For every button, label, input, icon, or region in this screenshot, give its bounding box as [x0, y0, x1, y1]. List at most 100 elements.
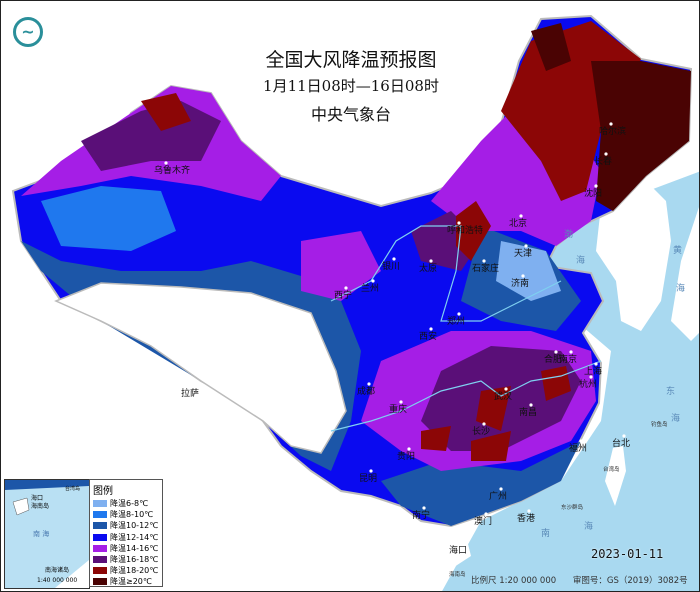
legend: 图例 降温6-8℃ 降温8-10℃ 降温10-12℃ 降温12-14℃ 降温14-16℃… [89, 479, 163, 587]
cooling-18-20 [421, 426, 451, 451]
city-labels: 乌鲁木齐拉萨西宁兰州银川呼和浩特北京天津石家庄太原济南郑州西安成都重庆贵阳昆明南… [154, 122, 630, 556]
city-label: 南宁 [412, 509, 430, 521]
korea-land [596, 176, 671, 331]
city-label: 南昌 [519, 406, 537, 418]
city-label: 广州 [489, 490, 507, 502]
city-label: 成都 [357, 385, 375, 397]
city-label: 乌鲁木齐 [154, 164, 190, 176]
legend-label: 降温12-14℃ [110, 532, 159, 542]
city-dot [344, 286, 348, 290]
city-label: 武汉 [494, 390, 512, 402]
city-dot [482, 422, 486, 426]
city-dot [191, 384, 195, 388]
legend-label: 降温6-8℃ [110, 499, 149, 509]
city-dot [459, 541, 463, 545]
legend-item: 降温14-16℃ [93, 543, 159, 554]
sea-label: 海 [584, 520, 593, 532]
city-label: 长沙 [472, 425, 490, 437]
city-label: 拉萨 [181, 387, 199, 399]
city-label: 天津 [514, 248, 532, 259]
legend-item: 降温6-8℃ [93, 498, 159, 509]
island-label: 海南岛 [449, 570, 466, 578]
approval-number: 审图号：GS（2019）3082号 [572, 576, 688, 586]
legend-swatch [93, 556, 107, 564]
island-label: 台湾岛 [603, 465, 620, 473]
city-dot [499, 487, 503, 491]
inset-city: 海口 [31, 494, 43, 502]
taiwan-island [605, 446, 626, 506]
island-label: 钓鱼岛 [651, 420, 668, 428]
city-label: 兰州 [361, 282, 379, 294]
cooling-10-12 [381, 441, 581, 526]
city-dot [524, 244, 528, 248]
legend-swatch [93, 578, 107, 586]
cooling-20-plus [531, 23, 571, 71]
cooling-18-20 [471, 431, 511, 461]
no-cooling-area [54, 282, 347, 454]
city-dot [457, 221, 461, 225]
city-label: 郑州 [447, 315, 465, 327]
sea-label: 黄 [673, 244, 682, 256]
city-dot [399, 400, 403, 404]
city-label: 太原 [419, 262, 437, 274]
city-label: 贵阳 [397, 450, 415, 462]
city-dot [519, 214, 523, 218]
city-dot [457, 312, 461, 316]
legend-swatch [93, 500, 107, 508]
issue-date: 2023-01-11 [591, 547, 664, 561]
cooling-14-16 [301, 231, 381, 301]
cooling-20-plus [591, 61, 691, 211]
island-label: 东沙群岛 [561, 503, 584, 511]
city-label: 上海 [584, 365, 602, 377]
city-dot [392, 257, 396, 261]
sea-label: 南 [541, 527, 550, 539]
legend-item: 降温16-18℃ [93, 554, 159, 565]
city-label: 西宁 [334, 289, 352, 301]
city-label: 呼和浩特 [447, 224, 483, 236]
sea-label: 海 [676, 282, 685, 294]
legend-item: 降温≥20℃ [93, 576, 159, 587]
legend-title: 图例 [93, 486, 113, 497]
city-dot [579, 439, 583, 443]
cooling-18-20 [141, 93, 191, 131]
sea-label: 东 [666, 385, 675, 397]
legend-label: 降温14-16℃ [110, 543, 159, 553]
legend-item: 降温10-12℃ [93, 520, 159, 531]
forecast-period: 1月11日08时—16日08时 [263, 77, 439, 95]
inset-taiwan: 台湾岛 [65, 485, 80, 492]
legend-label: 降温≥20℃ [110, 577, 152, 587]
city-dot [504, 387, 508, 391]
city-dot [164, 161, 168, 165]
city-dot [569, 350, 573, 354]
city-dot [367, 382, 371, 386]
city-dot [484, 512, 488, 516]
legend-swatch [93, 544, 107, 552]
city-dot [482, 259, 486, 263]
city-label: 福州 [569, 442, 587, 454]
inset-scale: 1:40 000 000 [37, 577, 77, 584]
city-dot [589, 375, 593, 379]
cooling-6-8 [496, 241, 561, 301]
legend-label: 降温16-18℃ [110, 555, 159, 565]
city-dot [521, 274, 525, 278]
legend-item: 降温12-14℃ [93, 532, 159, 543]
japan-land [671, 207, 699, 341]
cooling-18-20 [456, 201, 491, 261]
legend-swatch [93, 567, 107, 575]
city-dot [369, 469, 373, 473]
legend-swatch [93, 533, 107, 541]
city-dot [604, 152, 608, 156]
cma-logo: ~ [13, 17, 43, 47]
city-dot [527, 509, 531, 513]
legend-item: 降温18-20℃ [93, 565, 159, 576]
yellow-river [330, 225, 562, 322]
city-label: 重庆 [389, 403, 407, 415]
city-label: 北京 [509, 217, 527, 229]
city-dot [529, 403, 533, 407]
city-label: 杭州 [579, 378, 597, 390]
hainan-island [439, 536, 471, 569]
city-dot [371, 279, 375, 283]
